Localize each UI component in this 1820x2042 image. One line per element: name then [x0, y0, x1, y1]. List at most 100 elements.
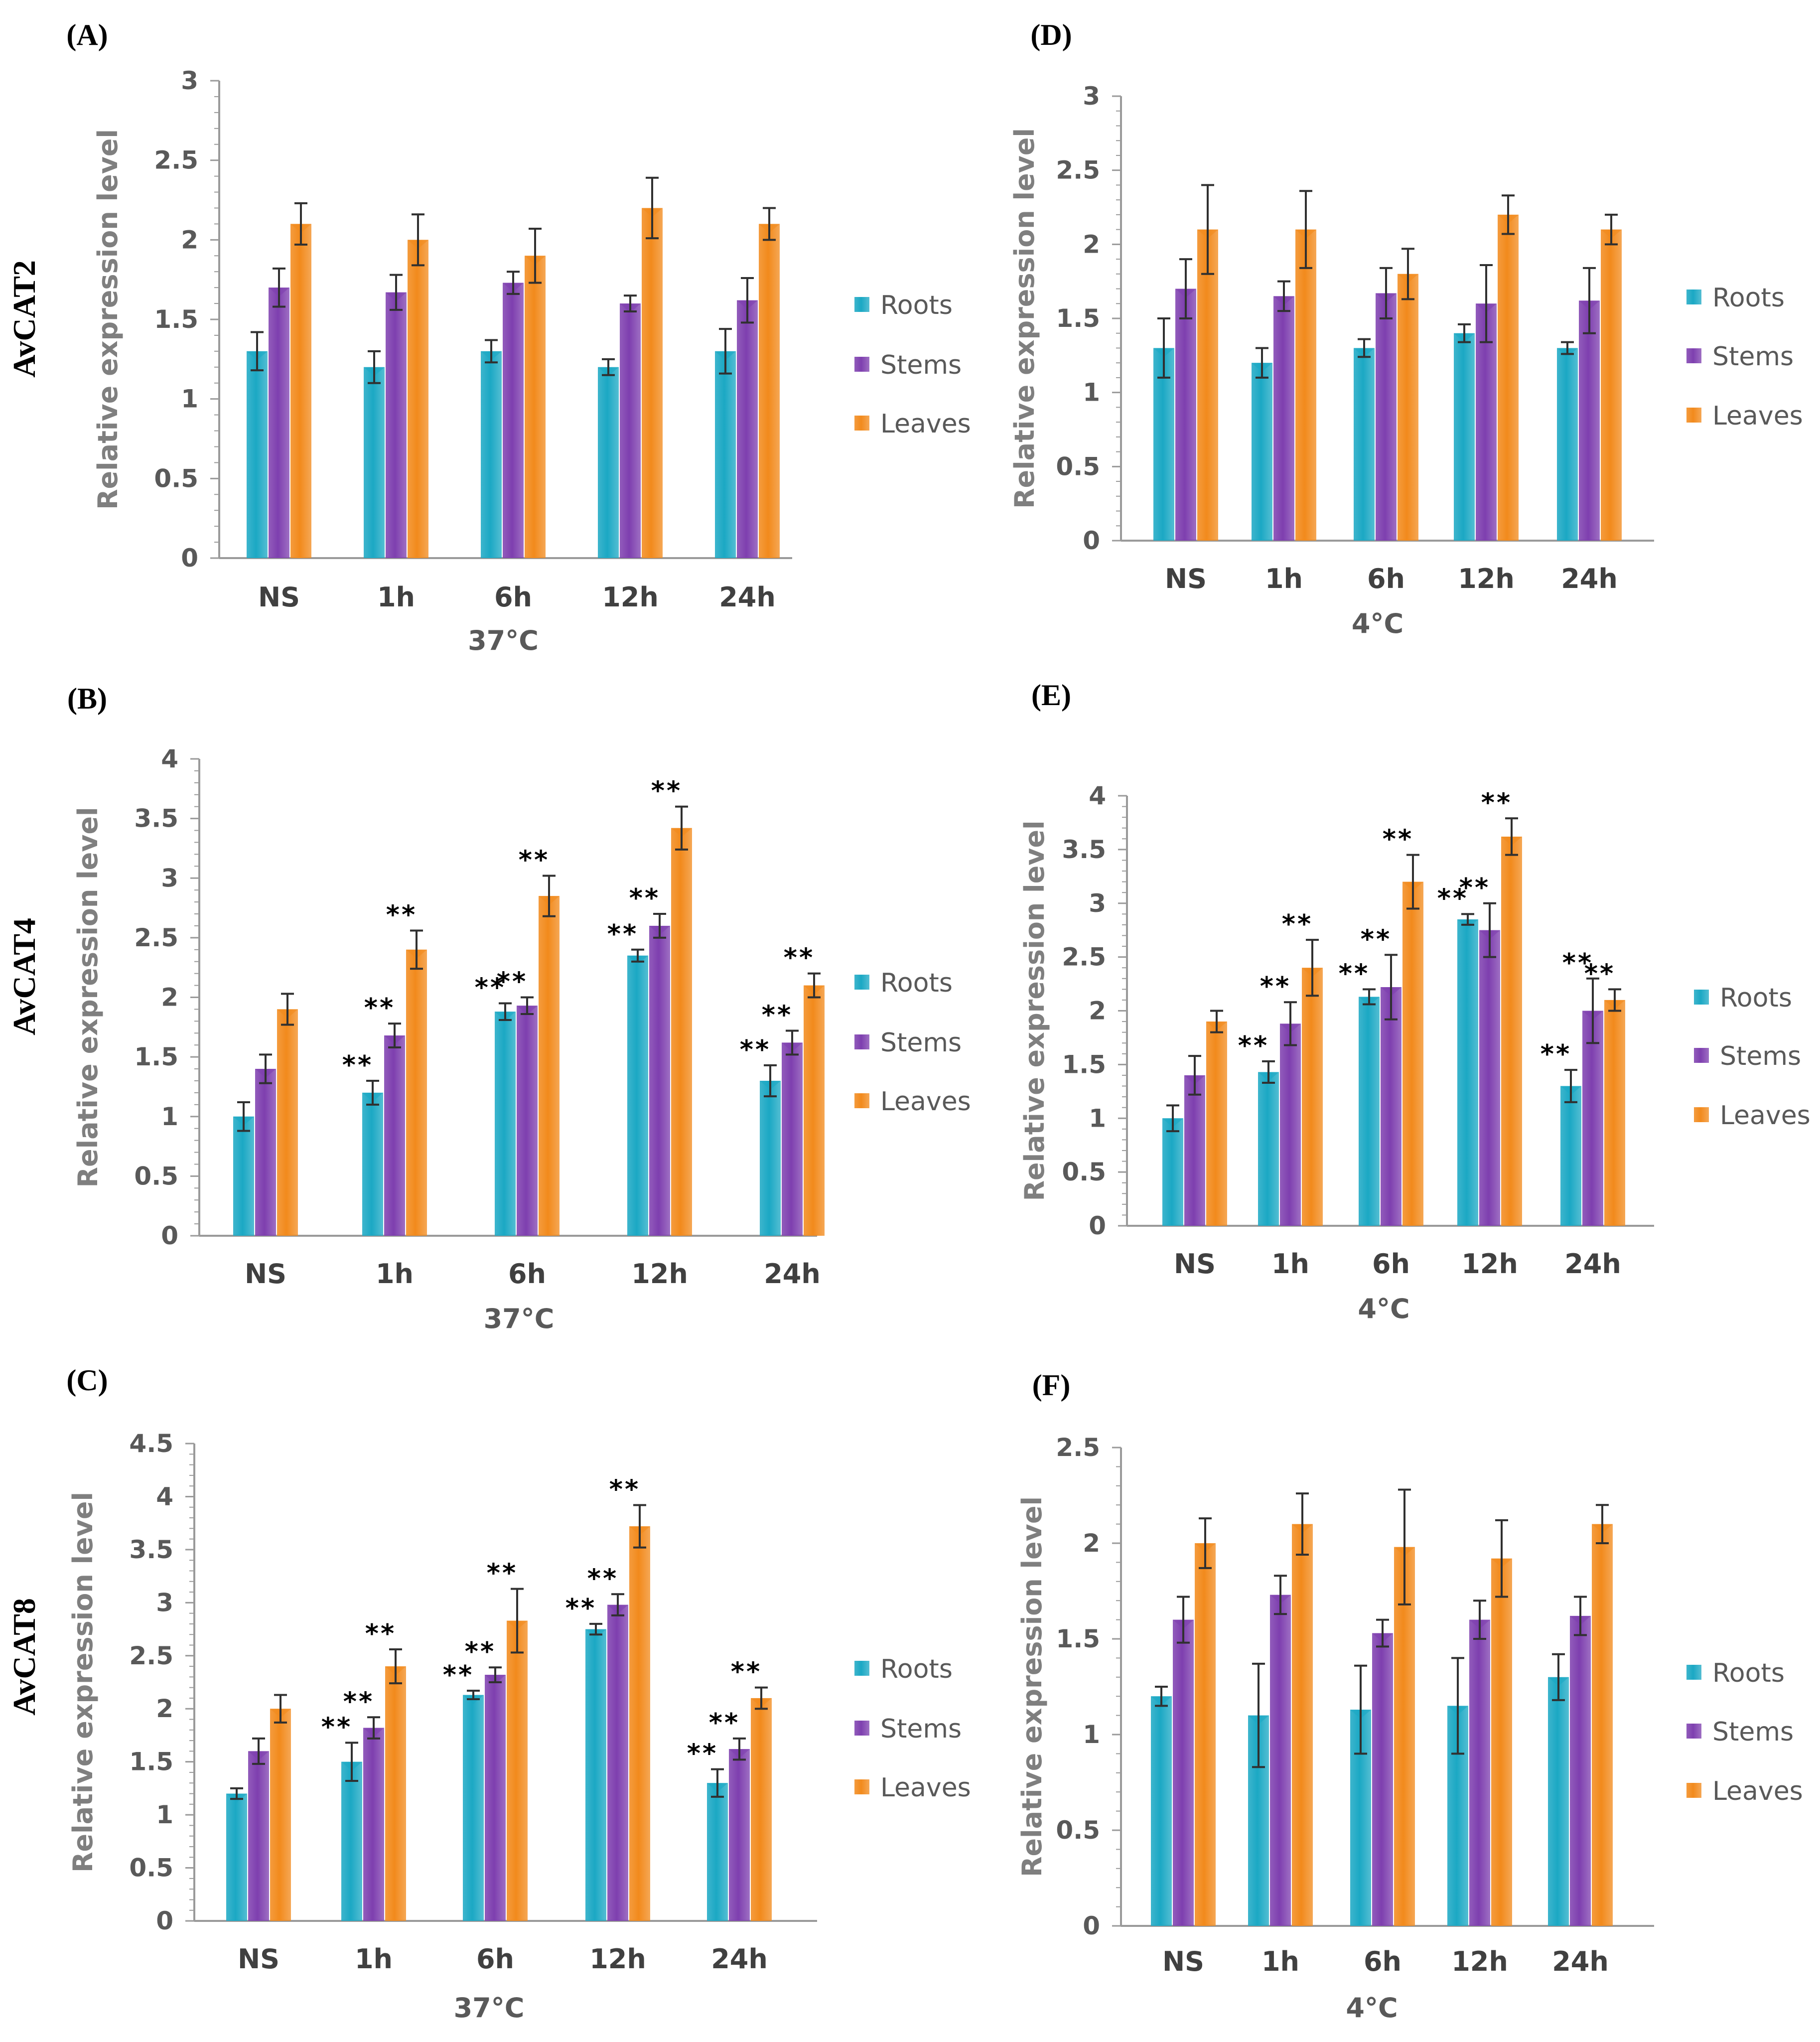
- chart-panel-f: (F) Relative expression level 0 0.5 1 1.5 2 2.5…: [1016, 1369, 1803, 2024]
- x-axis-label: 4°C: [1358, 1293, 1409, 1324]
- y-tick-label: 1.5: [1056, 1624, 1100, 1653]
- significance-label: **: [386, 900, 417, 930]
- y-axis-label: Relative expression level: [72, 807, 104, 1187]
- bar-roots: [1354, 348, 1375, 541]
- legend-label: Leaves: [1720, 1101, 1811, 1131]
- x-tick-label: 24h: [719, 582, 776, 613]
- legend-label: Roots: [880, 291, 953, 320]
- bar-leaves: [1206, 1021, 1227, 1226]
- bar-leaves: [1292, 1524, 1313, 1926]
- bar-stems: [1469, 1619, 1490, 1926]
- y-tick-label: 2: [161, 983, 178, 1012]
- legend-swatch-leaves: [1686, 1783, 1701, 1798]
- significance-label: **: [1339, 959, 1370, 989]
- y-tick-label: 0: [181, 544, 198, 573]
- significance-label: **: [565, 1594, 596, 1623]
- y-tick-label: 4: [156, 1482, 173, 1511]
- significance-label: **: [343, 1687, 374, 1717]
- significance-label: **: [465, 1637, 496, 1667]
- significance-label: **: [519, 845, 550, 875]
- y-tick-label: 3: [156, 1588, 173, 1617]
- significance-label: **: [609, 1474, 640, 1504]
- significance-label: **: [1238, 1031, 1269, 1061]
- significance-label: **: [443, 1660, 474, 1690]
- bar-roots: [341, 1761, 362, 1921]
- y-tick-label: 2: [1083, 1529, 1100, 1558]
- y-tick-label: 1.5: [1062, 1050, 1106, 1079]
- y-tick-label: 0: [156, 1906, 173, 1935]
- panel-label: (C): [66, 1364, 108, 1397]
- x-tick-label: 24h: [711, 1943, 768, 1975]
- x-axis-label: 4°C: [1346, 1992, 1398, 2024]
- legend-swatch-roots: [854, 297, 869, 312]
- y-tick-label: 3: [1089, 889, 1106, 918]
- panel-label: (F): [1032, 1369, 1071, 1402]
- significance-label: **: [731, 1657, 762, 1687]
- panel-label: (B): [67, 682, 107, 715]
- x-axis-label: 4°C: [1352, 608, 1403, 639]
- bar-stems: [1582, 1011, 1603, 1226]
- bar-stems: [1381, 987, 1401, 1226]
- significance-label: **: [607, 919, 638, 949]
- bar-leaves: [277, 1009, 298, 1236]
- x-tick-label: 24h: [1561, 563, 1618, 594]
- x-tick-label: NS: [1174, 1248, 1216, 1280]
- y-tick-label: 2.5: [129, 1641, 173, 1670]
- bar-leaves: [290, 224, 311, 558]
- bar-leaves: [629, 1526, 650, 1921]
- y-tick-label: 4.5: [129, 1429, 173, 1458]
- significance-label: **: [321, 1712, 352, 1742]
- legend-label: Stems: [1712, 342, 1794, 372]
- legend-swatch-roots: [1686, 290, 1701, 304]
- y-tick-label: 3.5: [129, 1535, 173, 1564]
- y-tick-label: 2.5: [1062, 943, 1106, 972]
- legend-swatch-leaves: [1686, 408, 1701, 423]
- bar-roots: [1560, 1086, 1581, 1226]
- legend-label: Stems: [880, 1028, 962, 1058]
- bar-roots: [463, 1695, 484, 1921]
- bar-roots: [1162, 1118, 1183, 1226]
- bar-leaves: [804, 985, 825, 1236]
- x-tick-label: 12h: [631, 1258, 688, 1290]
- bar-leaves: [385, 1666, 406, 1921]
- bar-stems: [729, 1749, 750, 1921]
- significance-label: **: [651, 776, 682, 806]
- significance-label: **: [1459, 873, 1490, 903]
- y-tick-label: 2: [156, 1694, 173, 1723]
- y-tick-label: 1.5: [154, 305, 198, 334]
- legend-label: Leaves: [880, 1087, 971, 1117]
- chart-panel-d: (D) Relative expression level 0 0.5 1 1.5 2 2.5…: [1009, 18, 1803, 639]
- legend-label: Stems: [1712, 1717, 1794, 1747]
- bar-leaves: [408, 240, 428, 558]
- x-axis-label: 37°C: [454, 1992, 525, 2024]
- y-tick-label: 0.5: [154, 464, 198, 493]
- y-tick-label: 2.5: [134, 923, 178, 952]
- bar-leaves: [1295, 229, 1316, 541]
- bar-roots: [233, 1116, 254, 1236]
- x-tick-label: NS: [1162, 1946, 1204, 1977]
- bar-leaves: [671, 828, 692, 1236]
- legend-swatch-roots: [854, 975, 869, 990]
- legend-swatch-stems: [854, 357, 869, 372]
- y-tick-label: 1: [156, 1800, 173, 1829]
- bar-leaves: [406, 949, 427, 1236]
- gene-label: AvCAT4: [6, 918, 42, 1035]
- bar-stems: [1280, 1023, 1301, 1226]
- bar-leaves: [1394, 1547, 1415, 1926]
- bar-leaves: [1195, 1543, 1216, 1926]
- bar-roots: [481, 351, 502, 558]
- y-tick-label: 1: [1083, 1720, 1100, 1749]
- y-tick-label: 4: [161, 744, 178, 773]
- bar-leaves: [1402, 881, 1423, 1226]
- y-tick-label: 0.5: [129, 1854, 173, 1883]
- bar-roots: [707, 1783, 728, 1921]
- significance-label: **: [740, 1035, 771, 1065]
- y-tick-label: 0.5: [1062, 1158, 1106, 1186]
- x-tick-label: 24h: [1552, 1946, 1609, 1977]
- x-tick-label: 1h: [376, 1258, 414, 1290]
- significance-label: **: [1383, 825, 1413, 855]
- y-tick-label: 0: [1083, 526, 1100, 555]
- bar-roots: [585, 1629, 606, 1921]
- x-tick-label: 1h: [1271, 1248, 1309, 1280]
